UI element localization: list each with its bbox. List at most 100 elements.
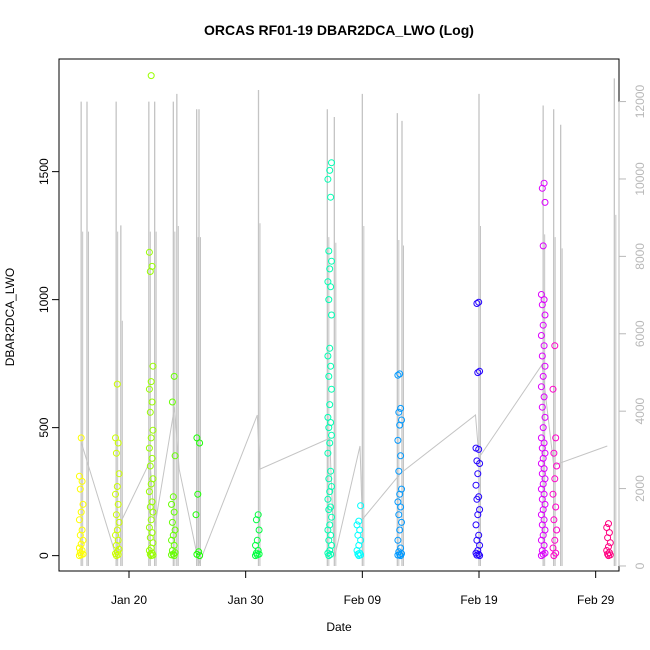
data-point bbox=[353, 521, 361, 529]
data-point bbox=[396, 526, 404, 534]
data-point bbox=[355, 517, 363, 525]
data-point bbox=[395, 408, 403, 416]
data-point bbox=[473, 300, 481, 307]
data-point bbox=[113, 380, 121, 388]
data-point bbox=[398, 485, 405, 493]
data-point bbox=[472, 444, 480, 452]
data-point bbox=[170, 508, 178, 516]
data-points bbox=[75, 72, 614, 560]
data-point bbox=[147, 72, 155, 80]
data-point bbox=[148, 454, 156, 462]
data-point bbox=[327, 503, 335, 511]
data-point bbox=[395, 511, 403, 519]
chart-title: ORCAS RF01-19 DBAR2DCA_LWO (Log) bbox=[204, 22, 474, 38]
data-point bbox=[541, 413, 549, 421]
y-axis-left: 0 500 1000 1500 bbox=[37, 158, 60, 559]
data-point bbox=[145, 444, 153, 452]
data-point bbox=[327, 362, 335, 370]
data-point bbox=[551, 536, 559, 544]
data-point bbox=[397, 404, 405, 412]
data-point bbox=[145, 248, 153, 256]
data-point bbox=[476, 506, 484, 514]
data-point bbox=[326, 521, 334, 529]
x-tick-label: Feb 19 bbox=[460, 593, 498, 607]
data-point bbox=[325, 372, 333, 380]
data-point bbox=[475, 493, 483, 501]
data-point bbox=[538, 352, 546, 360]
y-tick-label: 0 bbox=[37, 552, 51, 559]
data-point bbox=[79, 500, 87, 508]
data-point bbox=[539, 424, 547, 432]
data-point bbox=[112, 490, 119, 498]
data-point bbox=[396, 370, 404, 378]
data-point bbox=[328, 513, 335, 521]
data-point bbox=[325, 247, 333, 255]
data-point bbox=[168, 398, 176, 406]
y-tick-label: 1500 bbox=[37, 158, 51, 185]
x-tick-label: Feb 29 bbox=[577, 593, 615, 607]
data-point bbox=[78, 526, 86, 534]
x-axis: Jan 20 Jan 30 Feb 09 Feb 19 Feb 29 bbox=[111, 570, 615, 607]
data-point bbox=[171, 526, 179, 534]
y2-tick-label: 10000 bbox=[633, 162, 647, 196]
data-point bbox=[324, 352, 332, 360]
data-point bbox=[324, 175, 332, 183]
data-point bbox=[324, 449, 332, 457]
data-point bbox=[325, 475, 333, 483]
data-point bbox=[538, 403, 546, 411]
data-point bbox=[326, 439, 334, 447]
data-point bbox=[549, 385, 557, 393]
data-point bbox=[112, 434, 119, 442]
data-point bbox=[253, 536, 261, 544]
data-point bbox=[324, 495, 332, 503]
data-point bbox=[148, 498, 156, 506]
data-point bbox=[475, 298, 483, 306]
data-point bbox=[549, 490, 557, 498]
data-point bbox=[552, 503, 560, 511]
data-point bbox=[147, 516, 155, 524]
data-point bbox=[148, 398, 156, 406]
data-point bbox=[472, 521, 480, 529]
data-point bbox=[473, 457, 481, 465]
data-point bbox=[326, 401, 334, 409]
data-point bbox=[75, 472, 83, 480]
data-point bbox=[77, 508, 85, 516]
data-point bbox=[539, 550, 547, 558]
data-point bbox=[115, 470, 123, 478]
data-point bbox=[541, 311, 549, 319]
data-point bbox=[326, 344, 334, 352]
data-point bbox=[537, 291, 545, 298]
y2-tick-label: 8000 bbox=[633, 243, 647, 270]
y-tick-label: 1000 bbox=[37, 286, 51, 313]
y2-tick-label: 6000 bbox=[633, 320, 647, 347]
data-point bbox=[472, 481, 480, 489]
data-point bbox=[324, 278, 332, 286]
data-point bbox=[149, 362, 157, 370]
data-point bbox=[168, 518, 176, 526]
data-point bbox=[327, 193, 335, 201]
plot-frame bbox=[58, 58, 620, 572]
data-point bbox=[328, 431, 335, 439]
data-point bbox=[327, 467, 335, 475]
data-point bbox=[398, 518, 405, 526]
secondary-series bbox=[80, 78, 617, 566]
data-point bbox=[395, 467, 403, 475]
data-point bbox=[394, 436, 402, 444]
data-point bbox=[540, 393, 548, 401]
data-point bbox=[325, 296, 333, 304]
data-point bbox=[553, 526, 561, 534]
x-tick-label: Jan 30 bbox=[228, 593, 264, 607]
data-point bbox=[474, 369, 482, 377]
data-point bbox=[194, 490, 202, 498]
data-point bbox=[112, 511, 120, 519]
data-point bbox=[537, 332, 545, 339]
data-point bbox=[168, 500, 175, 508]
data-point bbox=[77, 540, 85, 548]
data-point bbox=[76, 549, 84, 557]
y2-tick-label: 2000 bbox=[633, 475, 647, 502]
data-point bbox=[551, 475, 559, 483]
data-point bbox=[474, 470, 482, 478]
data-point bbox=[149, 475, 157, 483]
data-point bbox=[605, 520, 612, 528]
y2-tick-label: 4000 bbox=[633, 397, 647, 424]
